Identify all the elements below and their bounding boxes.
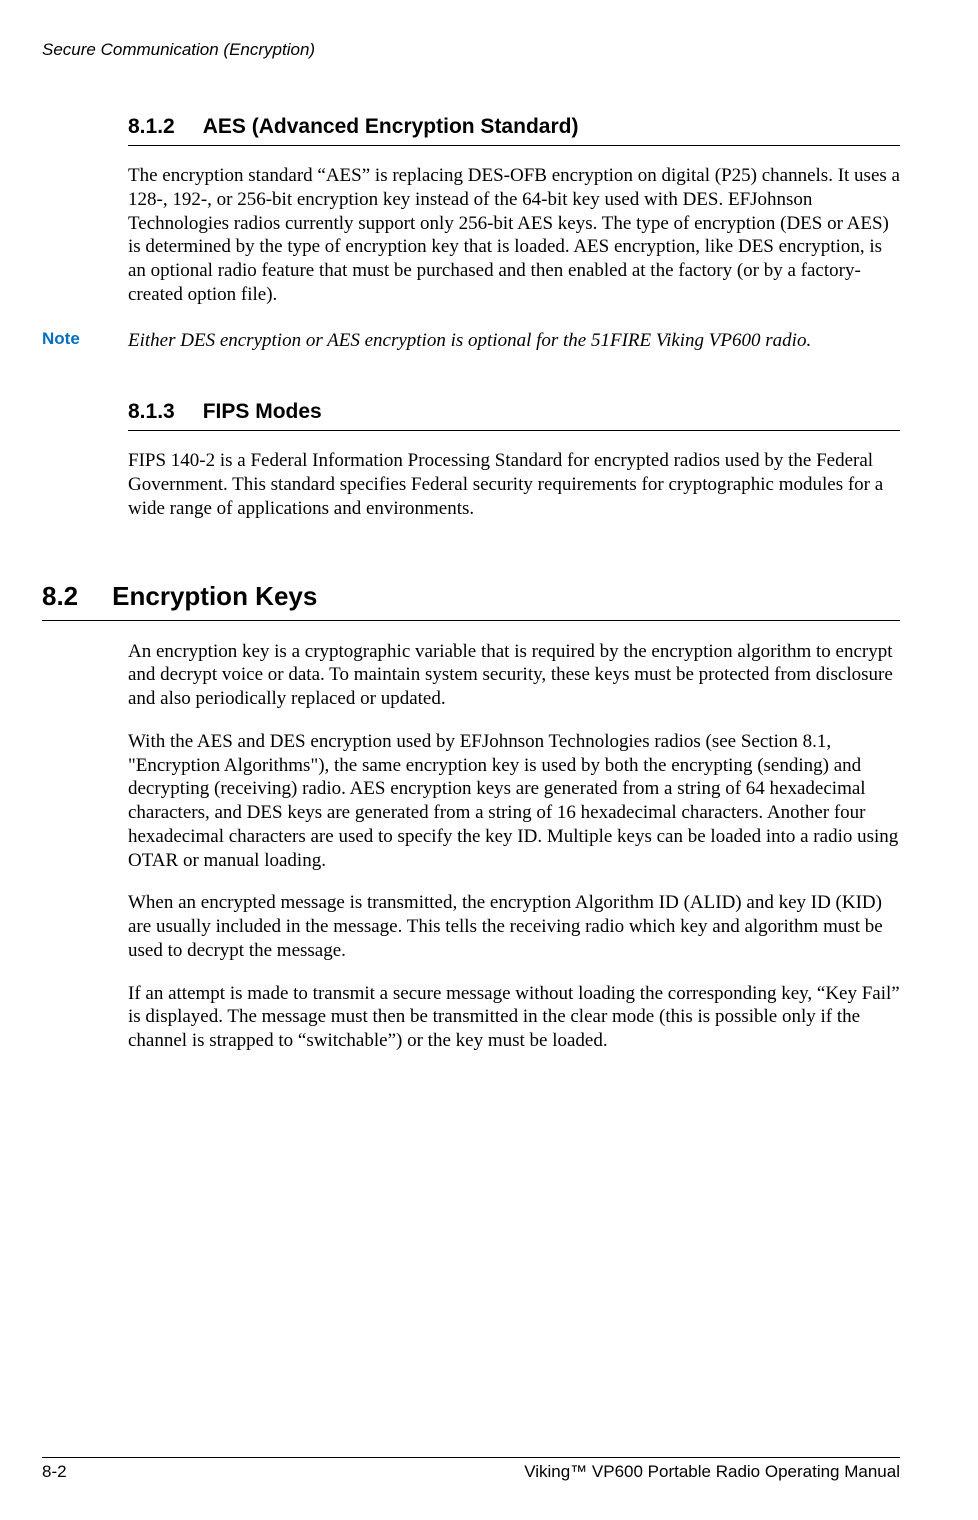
section-8-1-3: 8.1.3 FIPS Modes FIPS 140-2 is a Federal… [128,400,900,520]
section-body-p2: With the AES and DES encryption used by … [128,730,900,873]
chapter-header: Secure Communication (Encryption) [42,40,900,60]
section-body-p3: When an encrypted message is transmitted… [128,891,900,962]
section-8-2: 8.2 Encryption Keys An encryption key is… [42,581,900,1053]
section-body: FIPS 140-2 is a Federal Information Proc… [128,449,900,520]
note-label: Note [42,329,128,353]
note-text: Either DES encryption or AES encryption … [128,329,811,353]
section-number: 8.1.3 [128,400,175,424]
section-number: 8.1.2 [128,115,175,139]
page-footer: 8-2 Viking™ VP600 Portable Radio Operati… [42,1457,900,1482]
section-body-p1: An encryption key is a cryptographic var… [128,640,900,711]
section-title: AES (Advanced Encryption Standard) [203,115,579,139]
major-section-number: 8.2 [42,581,78,612]
section-heading-container: 8.1.3 FIPS Modes [128,400,900,431]
section-heading-container: 8.1.2 AES (Advanced Encryption Standard) [128,115,900,146]
section-body-p4: If an attempt is made to transmit a secu… [128,982,900,1053]
section-body: The encryption standard “AES” is replaci… [128,164,900,307]
manual-title: Viking™ VP600 Portable Radio Operating M… [524,1462,900,1482]
section-title: FIPS Modes [203,400,322,424]
major-heading-container: 8.2 Encryption Keys [42,581,900,621]
page-number: 8-2 [42,1462,67,1482]
section-8-1-2: 8.1.2 AES (Advanced Encryption Standard)… [128,115,900,307]
note-row: Note Either DES encryption or AES encryp… [42,329,900,353]
major-section-title: Encryption Keys [112,581,317,612]
